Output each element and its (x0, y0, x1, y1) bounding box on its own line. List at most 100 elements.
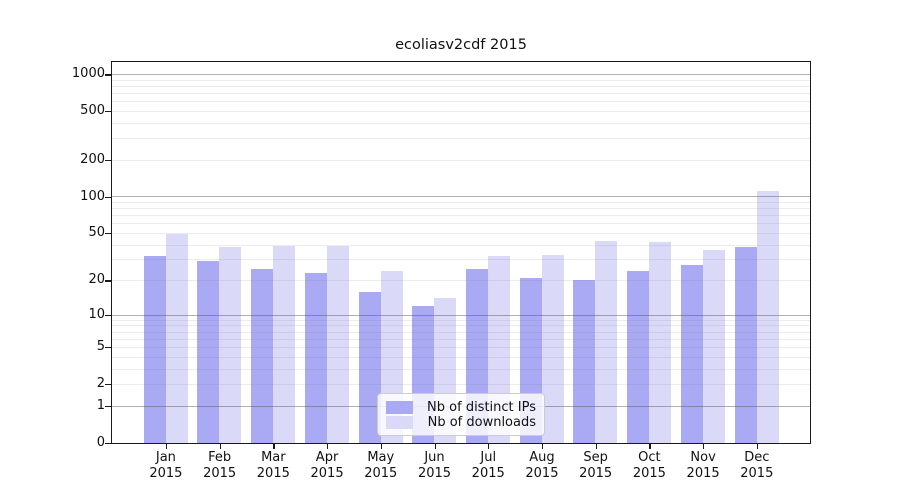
x-axis-tick (703, 444, 705, 449)
gridline-minor (112, 338, 810, 340)
chart-title: ecoliasv2cdf 2015 (395, 37, 527, 53)
x-axis-tick (273, 444, 275, 449)
y-axis-tick (105, 442, 111, 444)
plot-area (111, 61, 811, 444)
y-axis-tick-label: 10 (88, 306, 105, 322)
y-axis-tick (105, 405, 111, 408)
bar-distinct-ips-sep (573, 280, 596, 443)
bar-downloads-dec (756, 191, 779, 443)
gridline-minor (112, 93, 810, 95)
gridline-minor (112, 259, 810, 261)
gridline-minor (112, 215, 810, 217)
y-axis-tick-label: 200 (80, 151, 105, 167)
y-axis-tick-label: 100 (80, 188, 105, 204)
y-axis-tick-label: 20 (88, 272, 105, 288)
x-axis-tick (327, 444, 329, 449)
bar-distinct-ips-mar (251, 268, 274, 443)
y-axis-tick (105, 196, 111, 198)
gridline-minor (112, 331, 810, 333)
gridline-minor (112, 280, 810, 282)
bar-distinct-ips-nov (680, 264, 703, 443)
bar-distinct-ips-jan (143, 256, 166, 443)
legend: Nb of distinct IPs Nb of downloads (377, 393, 545, 436)
legend-label: Nb of distinct IPs (427, 400, 536, 415)
x-axis-tick-label: Jun 2015 (417, 450, 452, 481)
x-axis-tick (488, 444, 490, 449)
bar-downloads-jan (165, 233, 188, 443)
x-axis-tick (434, 444, 436, 449)
gridline-minor (112, 202, 810, 204)
gridline-minor (112, 208, 810, 210)
x-axis-tick (541, 444, 544, 449)
y-axis-tick (105, 159, 111, 162)
y-axis-tick-label: 2 (96, 376, 105, 392)
legend-swatch-distinct-ips (386, 401, 413, 414)
gridline-minor (112, 325, 810, 327)
legend-item: Nb of downloads (386, 415, 536, 430)
bar-downloads-mar (273, 245, 296, 443)
gridline-major (112, 196, 810, 198)
x-axis-tick (649, 444, 651, 449)
y-axis-tick-label: 1 (96, 397, 105, 413)
y-axis-tick (105, 74, 111, 76)
x-axis-tick (165, 444, 168, 449)
x-axis-tick (219, 444, 221, 449)
x-axis-tick-label: Aug 2015 (525, 450, 559, 481)
x-axis-tick-label: Dec 2015 (740, 450, 774, 481)
gridline-minor (112, 101, 810, 103)
y-axis-tick (105, 384, 111, 386)
gridline-minor (112, 86, 810, 88)
y-axis-tick-label: 500 (80, 103, 105, 119)
bar-downloads-oct (649, 242, 672, 443)
y-axis-tick (105, 280, 111, 282)
gridline-minor (112, 384, 810, 385)
x-axis-tick-label: Jan 2015 (149, 450, 183, 481)
x-axis-tick (380, 444, 382, 449)
y-axis-tick-label: 1000 (71, 66, 105, 82)
x-axis-tick-label: Feb 2015 (203, 450, 237, 481)
bar-distinct-ips-apr (304, 273, 327, 443)
legend-label: Nb of downloads (427, 415, 536, 430)
gridline-minor (112, 111, 810, 113)
bar-downloads-feb (219, 247, 242, 443)
bar-distinct-ips-oct (627, 270, 650, 443)
gridline-minor (112, 356, 810, 358)
gridline-minor (112, 368, 810, 370)
x-axis-tick-label: Nov 2015 (686, 450, 720, 481)
x-axis-tick-label: Jul 2015 (471, 450, 505, 481)
x-axis-tick-label: Sep 2015 (579, 450, 613, 481)
y-axis-tick-label: 50 (88, 225, 105, 241)
y-axis-tick (105, 314, 111, 317)
gridline-minor (112, 223, 810, 225)
y-axis-tick (105, 111, 111, 113)
gridline-minor (112, 232, 810, 234)
bar-downloads-nov (702, 250, 725, 443)
gridline-minor (112, 319, 810, 321)
legend-swatch-downloads (386, 416, 413, 429)
x-axis-tick-label: Apr 2015 (310, 450, 344, 481)
bar-downloads-apr (326, 245, 349, 443)
x-axis-tick-label: Oct 2015 (632, 450, 666, 481)
legend-item: Nb of distinct IPs (386, 400, 536, 415)
gridline-minor (112, 159, 810, 161)
bar-downloads-aug (541, 254, 564, 443)
bar-downloads-sep (595, 240, 618, 443)
y-axis-tick-label: 5 (96, 339, 105, 355)
bar-distinct-ips-may (358, 291, 381, 443)
y-axis-tick-label: 0 (96, 434, 105, 450)
bar-distinct-ips-feb (197, 261, 220, 443)
gridline-minor (112, 138, 810, 140)
gridline-minor (112, 244, 810, 246)
y-axis-tick (105, 233, 111, 235)
gridline-major (112, 74, 810, 76)
gridline-minor (112, 122, 810, 124)
gridline-major (112, 314, 810, 316)
x-axis-tick-label: May 2015 (364, 450, 398, 481)
x-axis-tick-label: Mar 2015 (256, 450, 290, 481)
x-axis-tick (756, 444, 758, 449)
gridline-minor (112, 79, 810, 81)
bar-distinct-ips-dec (734, 247, 757, 443)
gridline-minor (112, 347, 810, 349)
y-axis-tick (105, 347, 111, 349)
